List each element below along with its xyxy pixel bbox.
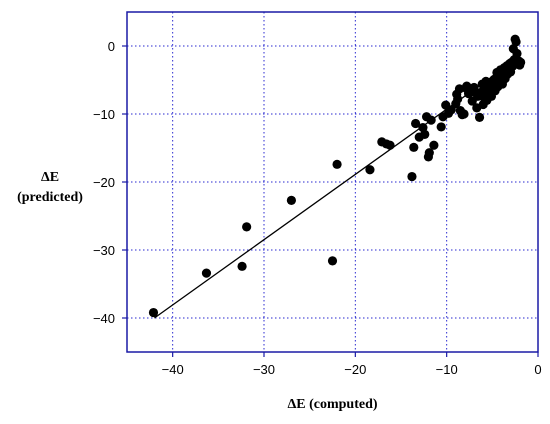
y-tick-label: −30 xyxy=(93,243,115,258)
y-tick-label: −40 xyxy=(93,311,115,326)
fit-line-group xyxy=(154,57,519,319)
y-axis-label: ΔE (predicted) xyxy=(0,168,100,208)
data-point xyxy=(512,48,522,59)
data-point xyxy=(474,112,485,122)
x-tick-label: −20 xyxy=(344,362,366,377)
grid-lines xyxy=(127,12,538,352)
data-point xyxy=(516,57,526,67)
data-point xyxy=(459,109,469,119)
y-axis-label-line1: ΔE xyxy=(40,170,60,185)
y-axis-label-line2: (predicted) xyxy=(17,190,83,205)
data-point xyxy=(385,140,395,150)
y-tick-label: −20 xyxy=(93,175,115,190)
data-point xyxy=(365,165,375,175)
data-point xyxy=(420,129,430,139)
data-point xyxy=(327,256,338,266)
x-tick-label: 0 xyxy=(534,362,541,377)
data-point xyxy=(242,222,252,232)
data-point xyxy=(409,142,419,152)
data-points xyxy=(148,34,526,318)
data-point xyxy=(511,37,521,47)
data-point xyxy=(411,118,421,129)
data-point xyxy=(436,122,446,132)
data-point xyxy=(148,307,159,318)
data-point xyxy=(237,261,247,271)
x-tick-label: −40 xyxy=(162,362,184,377)
fit-line xyxy=(154,57,519,319)
data-point xyxy=(201,268,212,278)
data-point xyxy=(286,195,296,205)
data-point xyxy=(429,140,439,150)
y-tick-label: −10 xyxy=(93,107,115,122)
y-tick-label: 0 xyxy=(108,39,115,54)
data-point xyxy=(407,171,417,182)
data-point xyxy=(332,159,342,169)
data-point xyxy=(453,94,463,104)
x-axis-label: ΔE (computed) xyxy=(287,397,377,412)
x-tick-label: −30 xyxy=(253,362,275,377)
data-point xyxy=(426,115,436,125)
data-point xyxy=(424,148,434,158)
x-tick-label: −10 xyxy=(436,362,458,377)
axis-ticks: −40 −30 −20 −10 0 0 −10 −20 −30 −40 xyxy=(93,39,542,377)
